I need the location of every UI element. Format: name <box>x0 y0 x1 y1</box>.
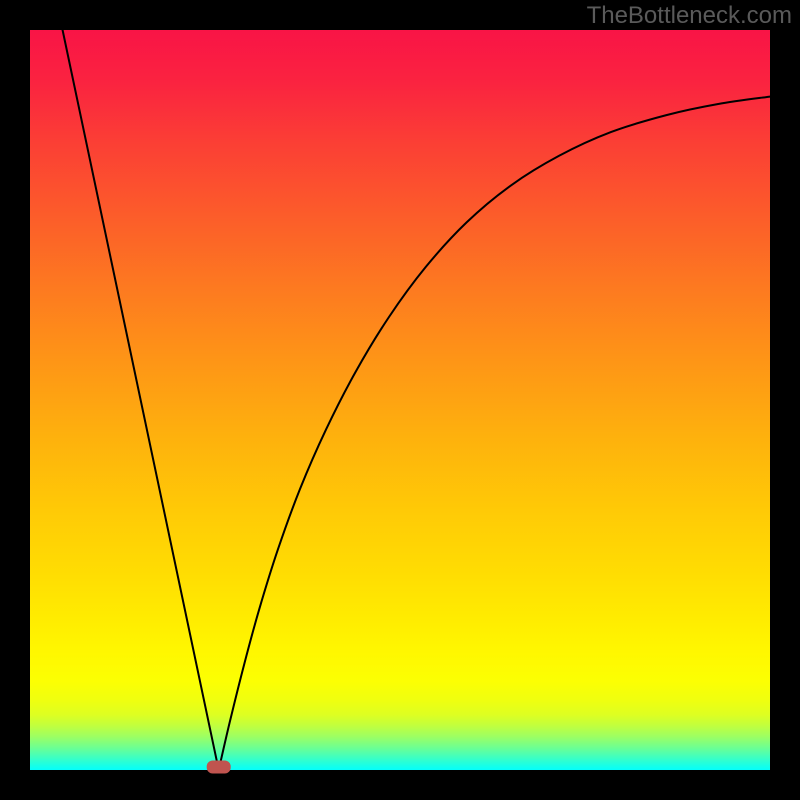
bottleneck-chart <box>0 0 800 800</box>
chart-container: TheBottleneck.com <box>0 0 800 800</box>
bottleneck-marker <box>207 761 231 774</box>
watermark-text: TheBottleneck.com <box>587 2 792 30</box>
